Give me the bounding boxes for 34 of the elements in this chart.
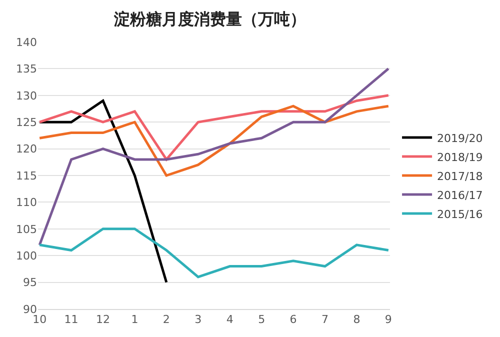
x-tick-label: 5 — [258, 313, 266, 326]
line-series — [38, 67, 390, 246]
y-tick-label: 105 — [16, 222, 37, 236]
y-tick-label: 135 — [16, 62, 37, 76]
x-tick-label: 12 — [96, 313, 110, 326]
x-tick-label: 7 — [321, 313, 328, 326]
legend-label: 2018/19 — [437, 150, 483, 164]
y-tick-label: 120 — [16, 142, 37, 156]
y-tick-label: 95 — [23, 276, 37, 290]
line-series — [38, 104, 390, 177]
x-tick-label: 3 — [194, 313, 202, 326]
chart-title: 淀粉糖月度消费量（万吨） — [113, 10, 306, 29]
x-tick-label: 9 — [384, 313, 392, 326]
legend-label: 2015/16 — [437, 208, 483, 221]
line-series — [38, 99, 168, 284]
line-series — [38, 94, 390, 161]
x-tick-label: 8 — [353, 313, 360, 326]
y-tick-label: 125 — [16, 116, 37, 129]
y-tick-label: 110 — [16, 196, 37, 210]
y-tick-label: 115 — [16, 169, 37, 182]
y-tick-label: 130 — [16, 89, 37, 102]
x-tick-label: 4 — [226, 313, 234, 326]
x-tick-label: 10 — [32, 313, 47, 326]
legend-label: 2016/17 — [437, 188, 483, 202]
legend-label: 2019/20 — [437, 132, 483, 145]
line-series — [38, 228, 390, 278]
y-tick-label: 140 — [16, 36, 37, 49]
y-tick-label: 100 — [16, 249, 37, 262]
x-tick-label: 11 — [64, 313, 78, 326]
y-tick-label: 90 — [23, 302, 37, 316]
x-tick-label: 6 — [290, 313, 297, 326]
legend-label: 2017/18 — [437, 170, 483, 183]
x-tick-label: 1 — [131, 313, 138, 326]
x-tick-label: 2 — [162, 313, 170, 326]
